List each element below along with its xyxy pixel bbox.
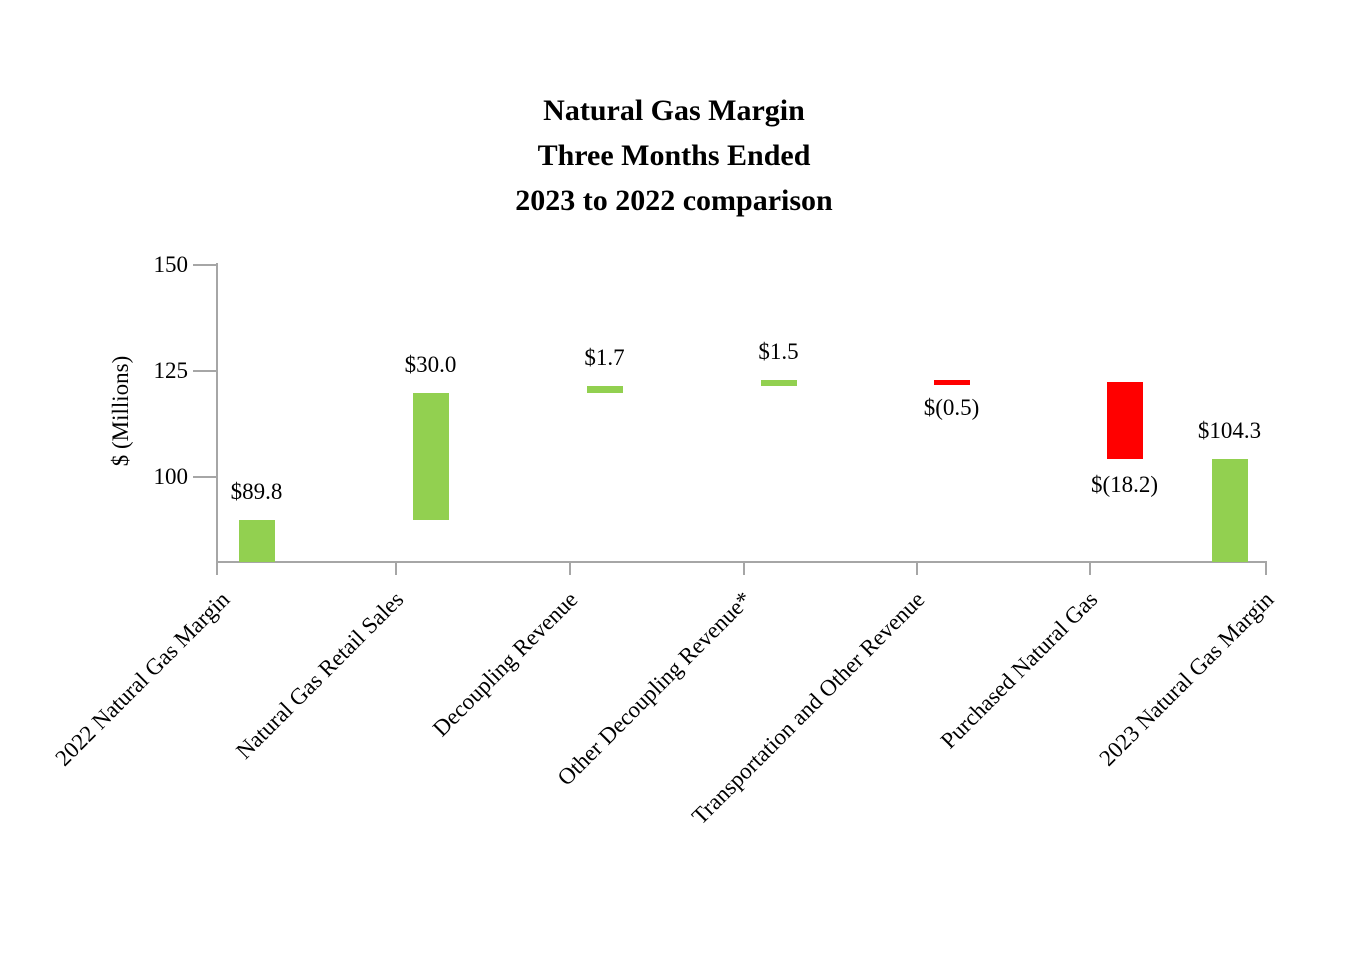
category-label: 2023 Natural Gas Margin: [1094, 586, 1279, 771]
bar-value-label: $(18.2): [1090, 471, 1159, 497]
bar-value-label: $1.7: [584, 344, 625, 370]
bar-decrease: [933, 379, 970, 385]
bar-increase: [238, 520, 275, 562]
category-tick-mark: [569, 562, 571, 575]
y-tick-mark: [193, 476, 218, 479]
y-axis-line: [216, 263, 218, 575]
chart-title: Natural Gas Margin Three Months Ended 20…: [374, 88, 974, 223]
chart-title-line-3: 2023 to 2022 comparison: [515, 184, 833, 217]
bar-increase: [760, 379, 797, 386]
category-label: Decoupling Revenue: [427, 586, 583, 742]
chart-title-line-1: Natural Gas Margin: [543, 94, 805, 127]
category-tick-mark: [916, 562, 918, 575]
bar-increase: [586, 385, 623, 394]
y-tick-label: 100: [153, 464, 189, 490]
category-tick-mark: [1265, 562, 1267, 575]
bar-decrease: [1106, 381, 1143, 459]
category-label: Natural Gas Retail Sales: [231, 586, 409, 764]
bar-value-label: $30.0: [404, 352, 457, 378]
bar-increase: [412, 393, 449, 521]
chart-title-line-2: Three Months Ended: [537, 139, 811, 172]
bar-increase: [1211, 458, 1248, 562]
y-tick-label: 150: [153, 252, 189, 277]
category-tick-mark: [743, 562, 745, 575]
category-label: Other Decoupling Revenue*: [552, 586, 757, 791]
x-axis-line: [216, 561, 1267, 563]
category-label: Purchased Natural Gas: [935, 586, 1103, 754]
bar-value-label: $1.5: [758, 338, 799, 364]
y-tick-label: 125: [153, 358, 189, 384]
category-label: Transportation and Other Revenue: [686, 586, 930, 830]
category-tick-mark: [1089, 562, 1091, 575]
y-tick-mark: [193, 264, 218, 266]
bar-value-label: $104.3: [1197, 417, 1262, 443]
bar-value-label: $(0.5): [923, 394, 980, 420]
category-tick-mark: [395, 562, 397, 575]
y-tick-mark: [193, 370, 218, 373]
bar-value-label: $89.8: [230, 479, 283, 505]
